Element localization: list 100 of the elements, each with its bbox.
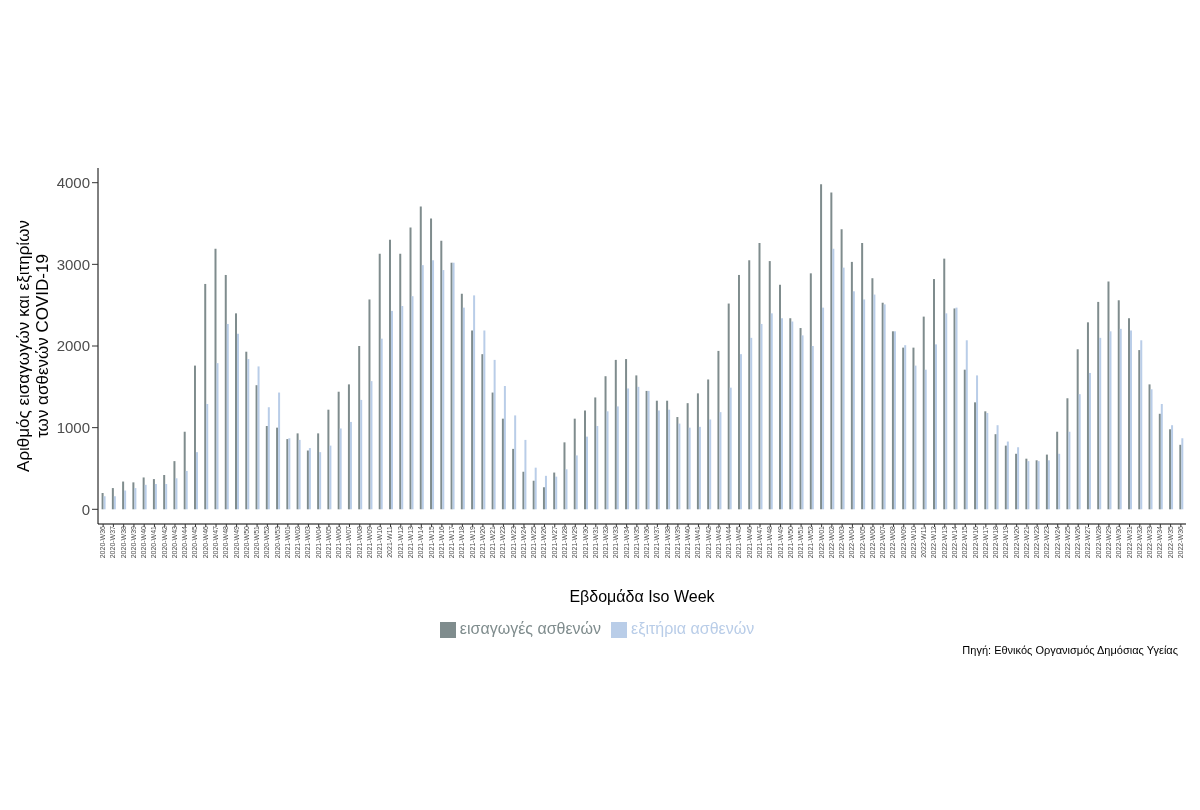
- bar: [604, 376, 607, 510]
- bar: [945, 313, 948, 510]
- bar: [822, 307, 825, 510]
- bar: [1006, 441, 1009, 510]
- bar: [779, 284, 782, 510]
- bar: [319, 452, 322, 510]
- bar: [483, 330, 486, 510]
- bar: [739, 354, 742, 510]
- bar: [440, 240, 443, 510]
- bar: [491, 392, 494, 510]
- bar: [493, 359, 496, 510]
- bar: [657, 410, 660, 510]
- bar: [409, 227, 412, 510]
- bar: [1148, 384, 1151, 510]
- bar: [820, 184, 823, 510]
- bar: [565, 469, 568, 510]
- bar: [760, 323, 763, 510]
- bar: [296, 433, 299, 510]
- bar: [1150, 389, 1153, 510]
- bar: [1130, 330, 1133, 510]
- bar: [245, 351, 248, 510]
- bar: [616, 406, 619, 510]
- bar: [637, 386, 640, 510]
- bar: [1047, 460, 1050, 510]
- bar: [165, 483, 168, 510]
- bar: [686, 403, 689, 510]
- bar: [237, 333, 240, 510]
- bar: [327, 409, 330, 510]
- bar: [932, 279, 935, 510]
- bar: [399, 253, 402, 510]
- bar: [337, 391, 340, 510]
- bar: [152, 479, 155, 510]
- x-axis-title: Εβδομάδα Iso Week: [569, 588, 716, 605]
- bar: [442, 270, 445, 510]
- bar: [963, 369, 966, 510]
- bar: [965, 340, 968, 510]
- bar: [696, 393, 699, 510]
- bar: [801, 335, 804, 510]
- bar: [737, 274, 740, 510]
- bar: [134, 488, 137, 510]
- bar: [666, 400, 669, 510]
- bar: [278, 392, 281, 510]
- bar: [144, 484, 147, 510]
- bar: [1107, 281, 1110, 510]
- bar: [563, 442, 566, 510]
- bar: [625, 359, 628, 510]
- bar: [183, 431, 186, 510]
- bar: [204, 283, 207, 510]
- bar: [349, 421, 352, 510]
- bar: [514, 415, 517, 510]
- bar: [594, 397, 597, 510]
- bar: [1086, 322, 1089, 510]
- bar: [1097, 301, 1100, 510]
- bar: [185, 470, 188, 510]
- bar: [329, 445, 332, 510]
- bar: [635, 375, 638, 510]
- bar: [522, 471, 525, 510]
- bar: [1004, 445, 1007, 510]
- bar: [914, 365, 917, 510]
- bar: [1109, 331, 1112, 510]
- bar: [122, 481, 125, 510]
- bar: [770, 313, 773, 510]
- bar: [101, 492, 104, 510]
- bar: [255, 385, 258, 510]
- bar: [573, 418, 576, 510]
- bar: [358, 346, 361, 510]
- bar: [678, 423, 681, 510]
- bar: [544, 475, 547, 510]
- bar: [729, 387, 732, 510]
- bar: [524, 439, 527, 510]
- bar: [748, 260, 751, 510]
- bar: [298, 439, 301, 510]
- bar: [676, 417, 679, 510]
- bar: [1169, 429, 1172, 510]
- bar: [430, 218, 433, 510]
- bar: [460, 293, 463, 510]
- bar: [614, 359, 617, 510]
- bar: [1045, 454, 1048, 510]
- bar: [922, 316, 925, 510]
- bar: [1066, 398, 1069, 510]
- bar: [758, 243, 761, 510]
- bar: [996, 425, 999, 510]
- bar: [852, 291, 855, 510]
- bar: [719, 412, 722, 510]
- bar: [627, 388, 630, 510]
- y-tick-label: 1000: [56, 418, 90, 436]
- bar: [750, 337, 753, 510]
- bar: [1138, 350, 1141, 510]
- bar: [606, 411, 609, 510]
- bar: [193, 365, 196, 510]
- bar: [247, 359, 250, 510]
- legend-label: εξιτήρια ασθενών: [631, 620, 755, 637]
- bar: [850, 261, 853, 510]
- bar: [317, 433, 320, 510]
- bar: [390, 310, 393, 510]
- bar: [943, 258, 946, 510]
- bar: [668, 409, 671, 510]
- bar: [861, 243, 864, 510]
- bar: [799, 328, 802, 510]
- bar: [1015, 453, 1018, 510]
